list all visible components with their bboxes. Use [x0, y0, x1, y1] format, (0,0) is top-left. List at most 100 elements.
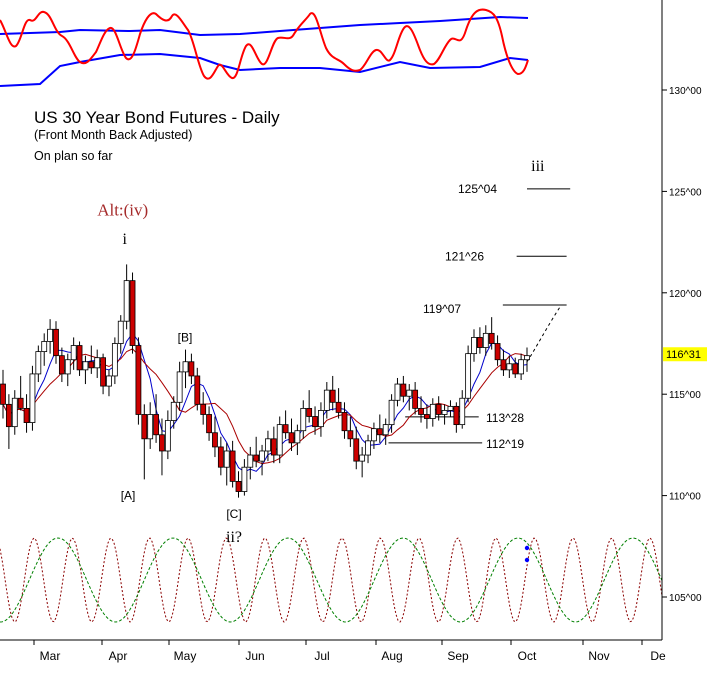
candle-down [212, 432, 218, 448]
candle-down [453, 405, 460, 426]
candle-down [306, 407, 313, 417]
x-tick-label: Mar [40, 649, 61, 663]
x-tick-label: Nov [588, 649, 609, 663]
candle-up [164, 420, 171, 452]
candle-down [376, 428, 383, 436]
moving-average-slow [2, 348, 528, 465]
candle-up [117, 320, 124, 344]
candle-down [23, 407, 30, 423]
level-lines [388, 188, 571, 444]
x-tick-label: Jun [245, 649, 264, 663]
cycle-marker-dot [524, 545, 530, 551]
y-tick-label: 130^00 [669, 86, 702, 97]
candle-up [11, 397, 18, 428]
y-axis-ticks: 130^00 125^00 120^00 115^00 110^00 105^00 [662, 86, 702, 604]
candle-up [518, 359, 525, 375]
wave-label: [B] [178, 330, 193, 344]
candle-down [353, 438, 360, 462]
candle-down [347, 430, 354, 440]
candle-down [159, 434, 165, 452]
candle-up [47, 328, 54, 342]
candle-down [188, 361, 195, 377]
candle-up [41, 341, 48, 353]
current-price-label: 116^31 [666, 349, 701, 361]
candle-down [435, 403, 442, 415]
x-axis-ticks: Mar Apr May Jun Jul Aug Sep Oct Nov De [33, 640, 666, 663]
candle-down [341, 412, 348, 432]
candle-down [229, 450, 236, 482]
candle-up [247, 454, 254, 468]
candle-down [194, 375, 201, 405]
candle-up [147, 414, 154, 440]
candle-down [488, 332, 495, 344]
candle-down [494, 343, 501, 361]
wave-label: iii [531, 158, 545, 175]
level-label: 113^28 [486, 411, 524, 425]
candle-up [82, 361, 89, 371]
candle-up [365, 440, 371, 456]
candle-up [223, 450, 230, 468]
candle-down [312, 416, 318, 428]
candle-down [53, 328, 59, 357]
candle-up [94, 357, 101, 369]
oscillator-lower-band [0, 52, 529, 87]
candle-down [270, 438, 277, 456]
x-tick-label: Jul [314, 649, 329, 663]
candle-down [88, 361, 95, 369]
candle-up [429, 403, 436, 419]
candle-down [100, 357, 106, 387]
candle-up [441, 410, 448, 415]
candle-up [29, 373, 36, 423]
chart-subtitle: (Front Month Back Adjusted) [34, 128, 192, 142]
candle-up [176, 371, 183, 403]
y-tick-label: 120^00 [669, 289, 702, 300]
candle-down [282, 424, 289, 434]
candle-up [64, 359, 71, 375]
candle-up [406, 389, 413, 397]
candle-down [200, 403, 207, 415]
candle-up [382, 424, 389, 436]
candle-down [424, 414, 430, 419]
cycle-marker-dot [524, 557, 530, 563]
candle-up [294, 430, 301, 444]
candle-up [447, 405, 454, 411]
x-tick-label: Sep [447, 649, 469, 663]
y-tick-label: 125^00 [669, 187, 702, 198]
candle-down [5, 403, 12, 428]
candle-down [476, 337, 483, 348]
wave-label: i [122, 231, 127, 248]
wave-label: Alt:(iv) [97, 201, 148, 220]
candle-down [500, 359, 507, 371]
candle-down [235, 481, 242, 492]
candle-up [388, 399, 395, 426]
candle-up [506, 363, 513, 371]
candle-down [58, 355, 65, 375]
candle-up [323, 389, 330, 411]
candle-down [412, 389, 419, 409]
level-labels: 125^04 121^26 119^07 113^28 112^19 [423, 182, 524, 451]
current-price-marker: 116^31 [663, 347, 707, 362]
candle-up [265, 438, 271, 452]
candle-up [300, 407, 307, 432]
level-label: 119^07 [423, 302, 461, 316]
candle-down [0, 383, 6, 405]
candle-down [253, 454, 260, 462]
level-label: 121^26 [445, 249, 484, 263]
current-price-box [663, 347, 707, 362]
candle-down [76, 345, 83, 371]
candle-down [288, 432, 295, 444]
candle-down [153, 414, 159, 436]
candle-up [459, 397, 466, 426]
candle-down [512, 363, 519, 375]
candle-up [276, 424, 283, 456]
candle-down [335, 401, 342, 413]
candle-down [217, 446, 224, 468]
x-tick-label: May [174, 649, 197, 663]
x-tick-label: De [650, 649, 666, 663]
oscillator-upper-band [0, 15, 529, 37]
chart-title: US 30 Year Bond Futures - Daily [34, 108, 280, 127]
candle-up [318, 410, 324, 428]
candle-up [524, 355, 530, 361]
